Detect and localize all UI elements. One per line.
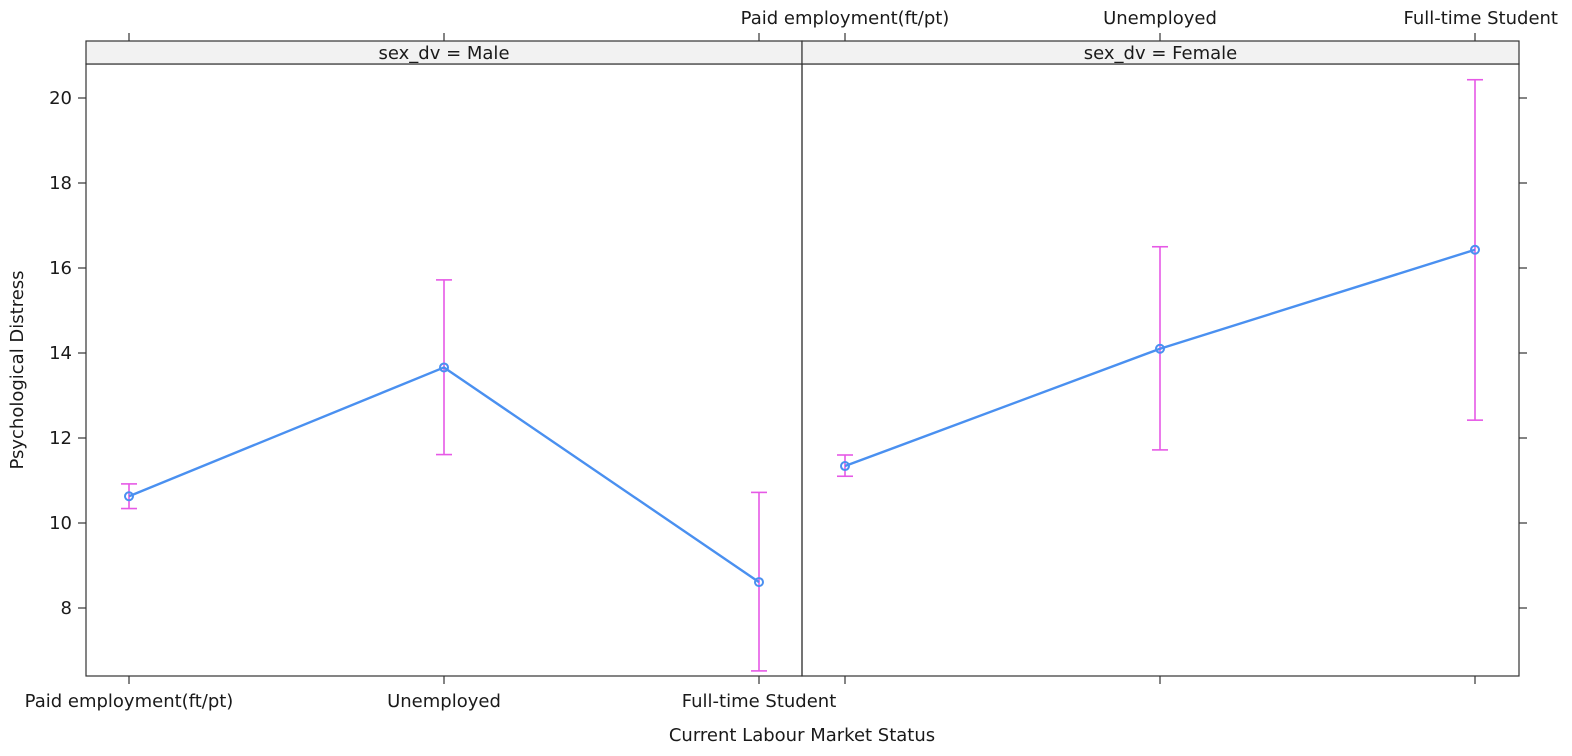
x-tick-label: Full-time Student: [682, 691, 837, 712]
y-tick-label: 14: [49, 343, 72, 364]
x-axis-label: Current Labour Market Status: [669, 725, 935, 746]
series-line: [128, 366, 760, 584]
panel-strip-label: sex_dv = Male: [378, 43, 509, 64]
x-tick-label: Paid employment(ft/pt): [25, 691, 234, 712]
y-tick-label: 10: [49, 513, 72, 534]
data-point: [754, 577, 764, 588]
x-tick-label-top: Unemployed: [1103, 8, 1217, 29]
data-point: [439, 362, 449, 373]
data-point: [1470, 244, 1480, 255]
axes: 8 10 12 14 16 18 20 Paid employment(ft/pt) Paid …: [25, 8, 1558, 712]
y-tick-label: 8: [61, 598, 72, 619]
data-point: [840, 461, 850, 472]
x-tick-label-top: Paid employment(ft/pt): [741, 8, 950, 29]
y-tick-label: 18: [49, 173, 72, 194]
y-tick-label: 16: [49, 258, 72, 279]
y-tick-label: 12: [49, 428, 72, 449]
panel-strip-label: sex_dv = Female: [1084, 43, 1237, 64]
y-axis-label: Psychological Distress: [7, 270, 28, 469]
panel-frames: [85, 63, 1520, 677]
data-point: [1155, 343, 1165, 354]
y-tick-label: 20: [49, 88, 72, 109]
series-line: [844, 248, 1476, 468]
panel-strips: sex_dv = Male sex_dv = Female: [85, 40, 1520, 65]
x-tick-label: Unemployed: [387, 691, 501, 712]
x-tick-label-top: Full-time Student: [1403, 8, 1558, 29]
data-point: [124, 491, 134, 502]
data-marks: [121, 78, 1483, 672]
